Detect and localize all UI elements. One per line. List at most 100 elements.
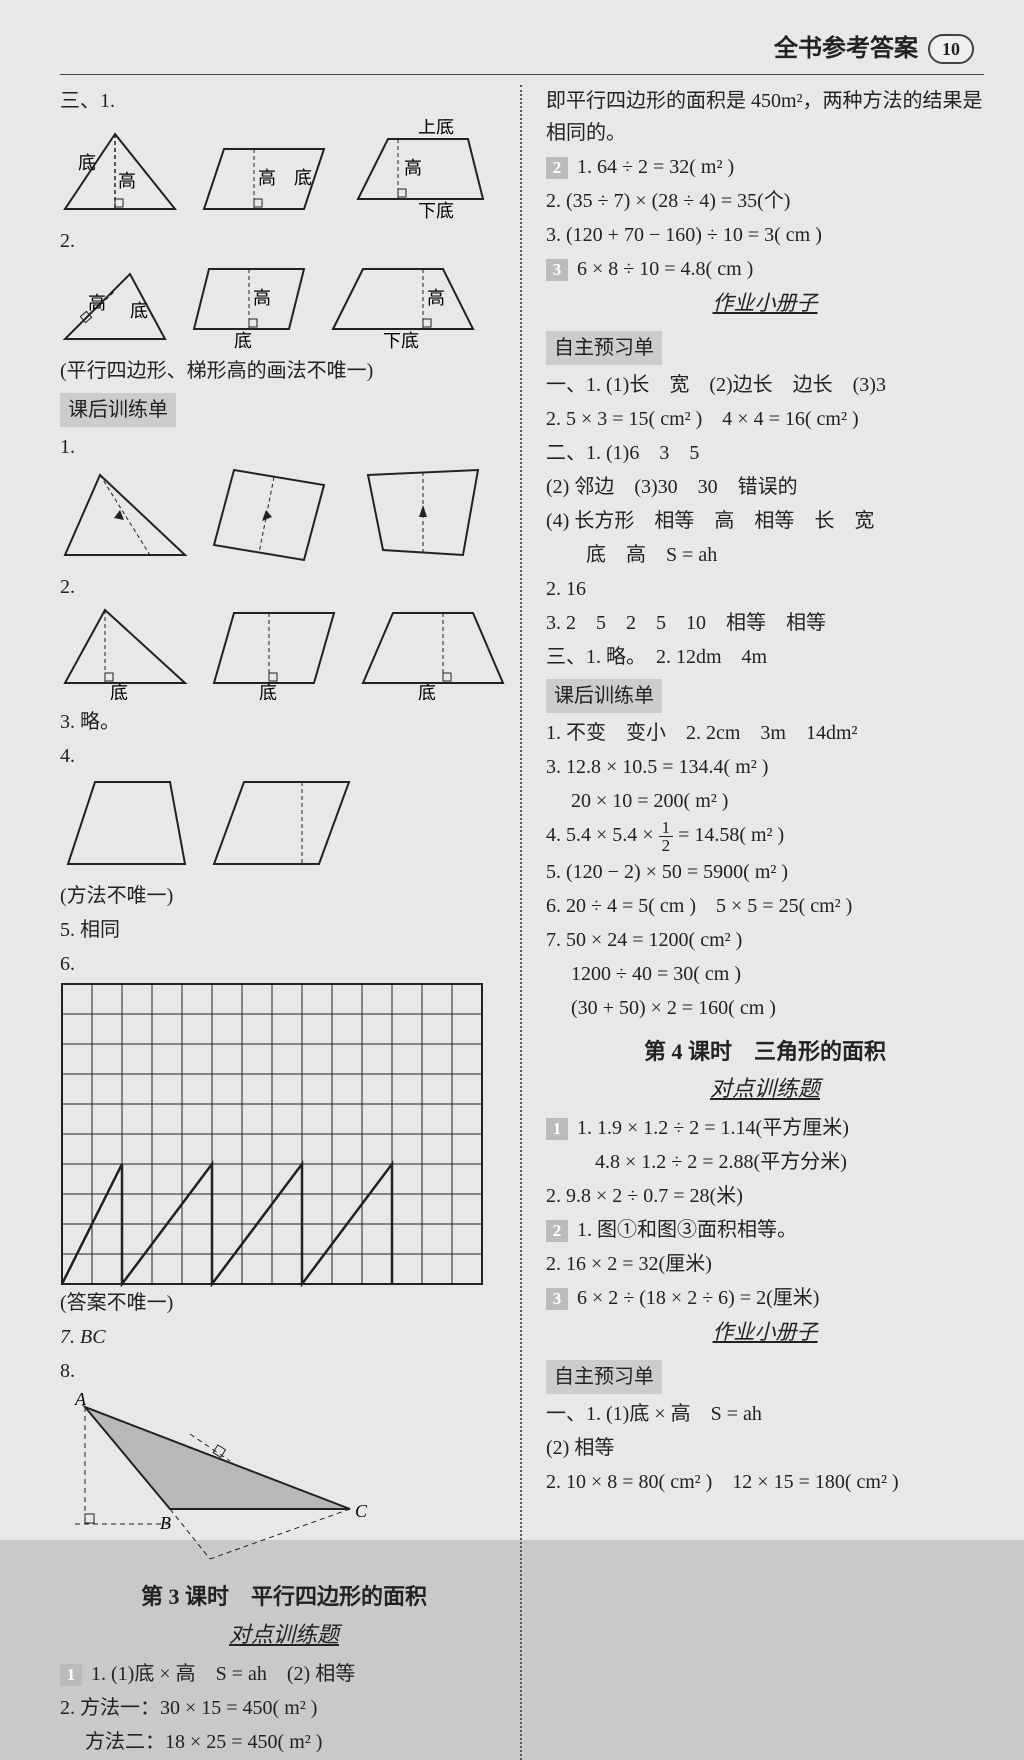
item-1: 1. <box>60 431 508 463</box>
l3-1-text: 1. (1)底 × 高 S = ah (2) 相等 <box>91 1663 355 1685</box>
svg-text:高: 高 <box>404 158 422 178</box>
right-column: 即平行四边形的面积是 450m²，两种方法的结果是相同的。 2 1. 64 ÷ … <box>540 85 984 1759</box>
lesson3-title: 第 3 课时 平行四边形的面积 <box>60 1579 508 1614</box>
khxld-box: 课后训练单 <box>546 679 662 713</box>
parallelogram-labeled-icon: 高 底 <box>194 139 334 219</box>
method-note: (方法不唯一) <box>60 880 508 912</box>
r-k4: 4. 5.4 × 5.4 × 12 = 14.58( m² ) <box>546 819 984 854</box>
num-box-3b: 3 <box>546 1288 568 1310</box>
trapezoid-2-icon: 高 下底 <box>328 259 478 349</box>
r-p1: 即平行四边形的面积是 450m²，两种方法的结果是相同的。 <box>546 85 984 149</box>
svg-text:高: 高 <box>88 293 106 313</box>
workbook-title: 作业小册子 <box>546 287 984 321</box>
r-e3: (4) 长方形 相等 高 相等 长 宽 <box>546 505 984 537</box>
grid-diagram <box>60 982 485 1287</box>
trapezoid-plain-1-icon <box>60 774 190 874</box>
section-khxld-box: 课后训练单 <box>60 393 176 427</box>
page-number-badge: 10 <box>928 34 974 64</box>
r-e2: (2) 邻边 (3)30 30 错误的 <box>546 471 984 503</box>
r-b2: 2 1. 64 ÷ 2 = 32( m² ) <box>546 151 984 183</box>
l4-1b: 4.8 × 1.2 ÷ 2 = 2.88(平方分米) <box>546 1146 984 1178</box>
l3-line-2b: 方法二：18 × 25 = 450( m² ) <box>60 1726 508 1758</box>
left-column: 三、1. 底 高 高 底 上底 <box>60 85 522 1759</box>
item-8: 8. <box>60 1355 508 1387</box>
shape-row-4: 底 底 底 <box>60 605 508 700</box>
l4-b2-text: 1. 图①和图③面积相等。 <box>577 1219 797 1241</box>
num-box-1b: 1 <box>546 1118 568 1140</box>
r-e5: 2. 16 <box>546 573 984 605</box>
r-p2: 2. (35 ÷ 7) × (28 ÷ 4) = 35(个) <box>546 185 984 217</box>
item-3: 3. 略。 <box>60 706 508 738</box>
item-4: 4. <box>60 740 508 772</box>
page: 全书参考答案 10 三、1. 底 高 <box>0 0 1024 1540</box>
r-k7a: 7. 50 × 24 = 1200( cm² ) <box>546 924 984 956</box>
trapezoid-labeled-icon: 上底 高 下底 <box>348 119 488 219</box>
r-k3a: 3. 12.8 × 10.5 = 134.4( m² ) <box>546 751 984 783</box>
r-k5: 5. (120 − 2) × 50 = 5900( m² ) <box>546 856 984 888</box>
parallelogram-2-icon: 高 底 <box>184 259 314 349</box>
item-7: 7. BC <box>60 1321 508 1353</box>
l4-b1: 1 1. 1.9 × 1.2 ÷ 2 = 1.14(平方厘米) <box>546 1112 984 1144</box>
shape-row-2: 底 高 高 底 高 下底 <box>60 259 508 349</box>
r-k3b: 20 × 10 = 200( m² ) <box>546 785 984 817</box>
svg-text:底: 底 <box>294 168 312 188</box>
svg-text:下底: 下底 <box>383 331 419 349</box>
pgram-plain-icon <box>204 774 354 874</box>
num-box-2b: 2 <box>546 1220 568 1242</box>
l4-3: 2. 16 × 2 = 32(厘米) <box>546 1248 984 1280</box>
r-s1: 三、1. 略。 2. 12dm 4m <box>546 641 984 673</box>
note-parallel: (平行四边形、梯形高的画法不唯一) <box>60 355 508 387</box>
page-header: 全书参考答案 10 <box>60 30 984 68</box>
svg-text:C: C <box>355 1501 368 1521</box>
triangle-labeled-icon: 底 高 <box>60 129 180 219</box>
l4-b3: 3 6 × 2 ÷ (18 × 2 ÷ 6) = 2(厘米) <box>546 1282 984 1314</box>
svg-text:高: 高 <box>118 171 136 191</box>
r-k7b: 1200 ÷ 40 = 30( cm ) <box>546 958 984 990</box>
workbook-title-2: 作业小册子 <box>546 1316 984 1350</box>
tri-arrow-icon <box>60 470 190 565</box>
r-p3: 3. (120 + 70 − 160) ÷ 10 = 3( cm ) <box>546 219 984 251</box>
svg-text:高: 高 <box>258 168 276 188</box>
num-box-2: 2 <box>546 157 568 179</box>
l4-2: 2. 9.8 × 2 ÷ 0.7 = 28(米) <box>546 1180 984 1212</box>
num-box-3: 3 <box>546 259 568 281</box>
svg-text:高: 高 <box>253 288 271 308</box>
header-title: 全书参考答案 <box>774 30 918 68</box>
l4-b3-text: 6 × 2 ÷ (18 × 2 ÷ 6) = 2(厘米) <box>577 1287 819 1309</box>
r-w2: (2) 相等 <box>546 1432 984 1464</box>
r-b3: 3 6 × 8 ÷ 10 = 4.8( cm ) <box>546 253 984 285</box>
svg-text:底: 底 <box>234 331 252 349</box>
pgram-arrow-icon <box>204 465 334 565</box>
r-k1: 1. 不变 变小 2. 2cm 3m 14dm² <box>546 717 984 749</box>
item-2: 2. <box>60 225 508 257</box>
r-e4: 底 高 S = ah <box>546 539 984 571</box>
r-e1: 二、1. (1)6 3 5 <box>546 437 984 469</box>
item-3-1: 三、1. <box>60 85 508 117</box>
r-b3-text: 6 × 8 ÷ 10 = 4.8( cm ) <box>577 258 753 280</box>
item-2b: 2. <box>60 571 508 603</box>
l3-line-2a: 2. 方法一：30 × 15 = 450( m² ) <box>60 1692 508 1724</box>
r-y1: 一、1. (1)长 宽 (2)边长 边长 (3)3 <box>546 369 984 401</box>
label-8: 8. <box>60 1360 75 1382</box>
label-3-1: 三、1. <box>60 90 115 112</box>
header-rule <box>60 74 984 75</box>
l3-line-1: 1 1. (1)底 × 高 S = ah (2) 相等 <box>60 1658 508 1690</box>
preview-box-2: 自主预习单 <box>546 1360 662 1394</box>
item-6: 6. <box>60 948 508 980</box>
shape-row-3 <box>60 465 508 565</box>
svg-text:底: 底 <box>78 153 96 173</box>
svg-text:上底: 上底 <box>418 119 454 137</box>
l4-1a-text: 1. 1.9 × 1.2 ÷ 2 = 1.14(平方厘米) <box>577 1117 849 1139</box>
svg-text:高: 高 <box>427 288 445 308</box>
svg-text:底: 底 <box>130 301 148 321</box>
lesson4-title: 第 4 课时 三角形的面积 <box>546 1034 984 1069</box>
two-column-layout: 三、1. 底 高 高 底 上底 <box>60 85 984 1759</box>
r-y2: 2. 5 × 3 = 15( cm² ) 4 × 4 = 16( cm² ) <box>546 403 984 435</box>
r-e6: 3. 2 5 2 5 10 相等 相等 <box>546 607 984 639</box>
lesson4-sub: 对点训练题 <box>546 1071 984 1106</box>
r-k7c: (30 + 50) × 2 = 160( cm ) <box>546 992 984 1024</box>
triangle-2-icon: 底 高 <box>60 269 170 349</box>
svg-text:B: B <box>160 1513 171 1533</box>
answer-note: (答案不唯一) <box>60 1287 508 1319</box>
triangle-abc-diagram: A B C <box>60 1389 370 1569</box>
